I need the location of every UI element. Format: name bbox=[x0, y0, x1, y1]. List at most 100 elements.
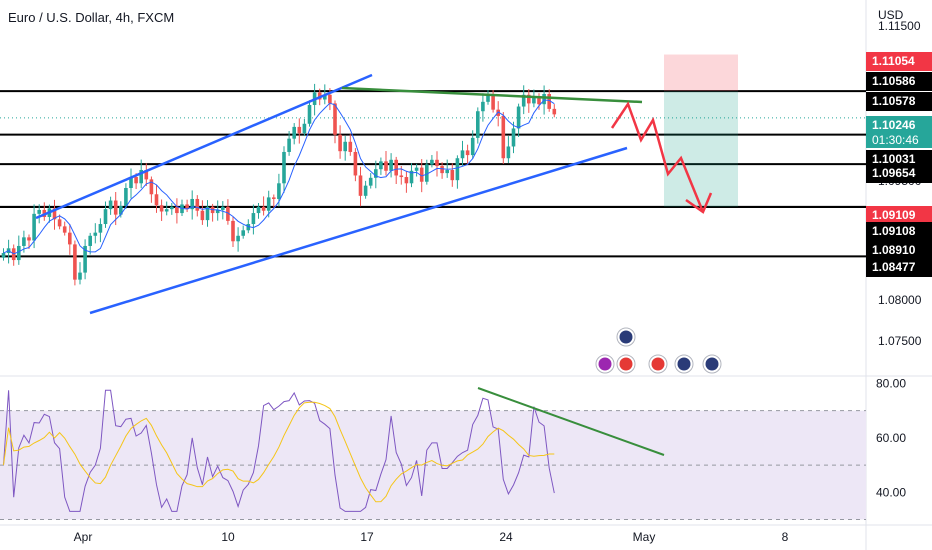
candle-body bbox=[195, 198, 200, 211]
time-axis-label: 10 bbox=[221, 530, 235, 544]
candle-body bbox=[78, 272, 82, 280]
candle-body bbox=[419, 167, 424, 182]
candle-body bbox=[200, 210, 205, 221]
price-badge-level: 1.08477 bbox=[866, 258, 932, 277]
candle-body bbox=[139, 169, 143, 184]
projected-path-arrow bbox=[610, 101, 705, 213]
candle-body bbox=[414, 167, 419, 171]
candle-body bbox=[389, 159, 393, 171]
candle-body bbox=[470, 137, 475, 156]
take-profit-zone bbox=[664, 91, 738, 207]
candle-body bbox=[450, 169, 455, 181]
candle-body bbox=[73, 244, 77, 280]
candle-body bbox=[17, 245, 21, 261]
candle-body bbox=[119, 206, 123, 215]
candle-body bbox=[190, 198, 194, 210]
price-badge-level: 1.09654 bbox=[866, 164, 932, 183]
candle-body bbox=[537, 97, 541, 105]
candle-body bbox=[272, 197, 276, 199]
candle-body bbox=[348, 141, 353, 152]
candle-body bbox=[22, 237, 26, 246]
candle-body bbox=[353, 151, 358, 176]
us-flag-icon bbox=[616, 354, 636, 374]
candle-body bbox=[465, 150, 470, 156]
economic-event-icon bbox=[616, 327, 636, 347]
candle-body bbox=[511, 128, 516, 147]
candle-body bbox=[435, 159, 439, 167]
candle-body bbox=[521, 94, 526, 107]
candle-body bbox=[98, 224, 103, 233]
candle-body bbox=[440, 166, 444, 174]
candle-body bbox=[552, 108, 557, 115]
candle-body bbox=[460, 150, 465, 159]
candle-body bbox=[215, 209, 220, 214]
rsi-axis-label: 80.00 bbox=[876, 376, 906, 390]
economic-event-icon bbox=[702, 354, 722, 374]
candle-body bbox=[88, 235, 92, 246]
candle-body bbox=[221, 206, 225, 210]
candle-body bbox=[409, 170, 414, 184]
candle-body bbox=[231, 220, 235, 242]
candle-body bbox=[282, 151, 286, 184]
economic-event-icon bbox=[674, 354, 694, 374]
candle-body bbox=[328, 94, 332, 104]
candle-body bbox=[108, 200, 113, 210]
candle-body bbox=[338, 134, 342, 152]
price-badge-level: 1.09108 bbox=[866, 222, 932, 241]
price-badge-level: 1.08910 bbox=[866, 241, 932, 260]
candle-body bbox=[144, 169, 149, 180]
candle-body bbox=[159, 205, 164, 212]
candle-body bbox=[287, 138, 291, 152]
candle-body bbox=[32, 213, 36, 241]
rsi-ma-line bbox=[3, 401, 555, 503]
candle-body bbox=[129, 177, 133, 188]
candle-body bbox=[83, 245, 87, 273]
candle-body bbox=[404, 177, 409, 184]
price-badge-current: 1.10246 bbox=[866, 116, 932, 135]
candle-body bbox=[532, 97, 536, 104]
candle-body bbox=[333, 103, 337, 135]
candle-body bbox=[358, 175, 363, 196]
upper-channel-line bbox=[35, 73, 373, 220]
candle-body bbox=[149, 179, 154, 195]
candle-body bbox=[261, 206, 266, 211]
drawings-layer[interactable] bbox=[35, 73, 713, 315]
price-axis-label: 1.07500 bbox=[878, 334, 922, 348]
candlestick-series bbox=[1, 83, 557, 286]
time-axis-label: 8 bbox=[782, 530, 789, 544]
arrowhead-icon bbox=[685, 192, 713, 214]
candle-body bbox=[425, 164, 429, 182]
candle-body bbox=[236, 235, 240, 242]
candle-body bbox=[134, 177, 138, 184]
candle-body bbox=[302, 123, 307, 134]
price-badge-take-profit: 1.09109 bbox=[866, 206, 932, 225]
currency-label[interactable]: USD bbox=[878, 8, 904, 22]
short-position-tool[interactable] bbox=[664, 54, 738, 207]
event-icons[interactable] bbox=[595, 327, 722, 374]
candle-body bbox=[292, 126, 296, 139]
candle-body bbox=[486, 94, 490, 102]
candle-body bbox=[164, 209, 169, 212]
time-axis-label: 24 bbox=[499, 530, 513, 544]
candle-body bbox=[175, 206, 179, 214]
chart-title: Euro / U.S. Dollar, 4h, FXCM bbox=[8, 10, 175, 25]
candle-body bbox=[297, 126, 302, 134]
candle-body bbox=[170, 206, 174, 210]
moving-average-line bbox=[3, 99, 555, 255]
candle-body bbox=[481, 101, 485, 112]
candle-body bbox=[27, 237, 31, 241]
candle-body bbox=[124, 188, 128, 207]
time-axis[interactable]: Apr 10 17 24 May 8 bbox=[74, 530, 789, 544]
candle-body bbox=[491, 94, 495, 110]
price-axis-label: 1.08000 bbox=[878, 293, 922, 307]
candle-body bbox=[226, 206, 230, 221]
candle-body bbox=[323, 94, 327, 100]
candle-body bbox=[37, 209, 41, 214]
candle-body bbox=[430, 159, 434, 165]
candle-body bbox=[542, 94, 546, 105]
candle-body bbox=[57, 219, 62, 227]
rsi-divergence-line bbox=[477, 387, 665, 456]
rsi-axis-label: 60.00 bbox=[876, 431, 906, 445]
